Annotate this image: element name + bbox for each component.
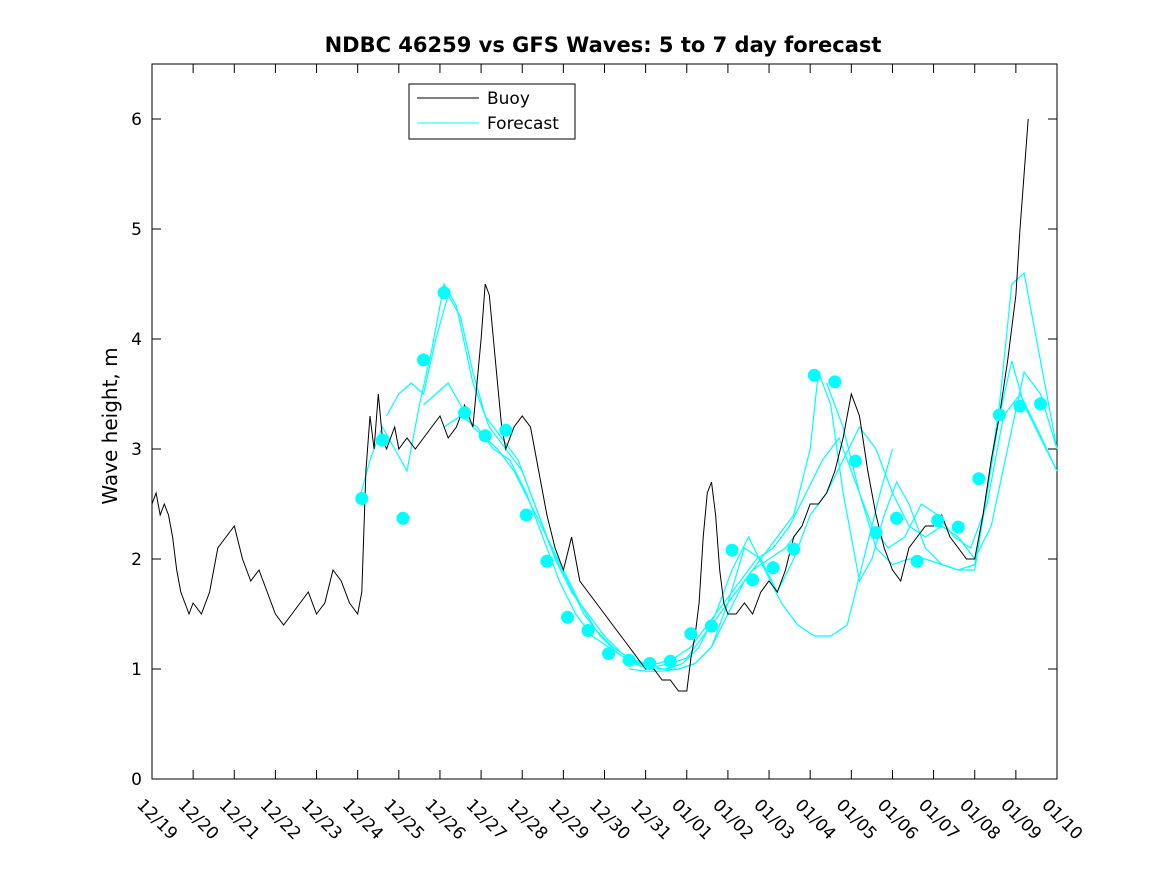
forecast-marker (417, 353, 430, 367)
forecast-marker (787, 542, 801, 556)
y-tick-label: 3 (131, 440, 142, 460)
forecast-marker (931, 514, 945, 527)
buoy-line (151, 118, 1029, 692)
forecast-marker (910, 554, 924, 568)
x-tick-label: 01/03 (750, 795, 799, 844)
x-tick-label: 12/27 (462, 795, 511, 844)
forecast-marker (396, 511, 410, 525)
legend-buoy-label: Buoy (487, 89, 530, 109)
y-tick-label: 0 (131, 770, 142, 790)
x-tick-label: 01/09 (996, 795, 1045, 844)
x-tick-label: 01/10 (1037, 795, 1086, 844)
x-tick-label: 12/24 (338, 795, 387, 844)
forecast-marker (725, 543, 739, 557)
y-tick-label: 6 (131, 110, 142, 130)
forecast-marker (602, 647, 616, 661)
x-tick-label: 12/25 (379, 795, 428, 844)
x-tick-label: 12/31 (626, 795, 675, 844)
forecast-marker (375, 433, 389, 447)
x-tick-label: 01/06 (873, 795, 922, 844)
x-tick-label: 01/01 (667, 795, 716, 844)
forecast-marker (704, 619, 718, 633)
forecast-marker (766, 561, 780, 575)
forecast-marker (499, 423, 513, 437)
forecast-marker (437, 286, 451, 300)
forecast-line (385, 293, 894, 670)
forecast-marker (355, 492, 369, 505)
forecast-marker (458, 406, 472, 420)
forecast-marker (622, 653, 636, 667)
axes-box (151, 63, 1058, 780)
forecast-marker (684, 627, 698, 641)
forecast-marker (643, 657, 657, 670)
forecast-marker (848, 454, 862, 468)
forecast-line (359, 282, 803, 668)
forecast-marker (890, 511, 904, 525)
legend-forecast-label: Forecast (487, 114, 559, 134)
forecast-marker (746, 573, 760, 587)
forecast-marker (828, 375, 842, 389)
forecast-marker (519, 508, 533, 522)
x-tick-label: 12/29 (544, 795, 593, 844)
x-tick-label: 12/22 (256, 795, 305, 844)
forecast-marker (1034, 397, 1048, 411)
x-tick-label: 01/05 (832, 795, 881, 844)
plot-area: 012345612/1912/2012/2112/2212/2312/2412/… (131, 63, 1086, 844)
forecast-marker (1013, 399, 1027, 413)
forecast-marker (560, 610, 574, 624)
x-tick-label: 12/28 (503, 795, 552, 844)
legend-box (408, 83, 576, 140)
forecast-line (826, 360, 1058, 571)
x-tick-label: 12/23 (297, 795, 346, 844)
forecast-marker (540, 554, 554, 568)
y-tick-label: 1 (131, 660, 142, 680)
chart-title: NDBC 46259 vs GFS Waves: 5 to 7 day fore… (325, 33, 882, 57)
x-tick-label: 12/20 (174, 795, 223, 844)
x-tick-label: 01/07 (914, 795, 963, 844)
forecast-marker (951, 520, 965, 534)
y-axis-label: Wave height, m (98, 347, 122, 504)
forecast-marker (869, 526, 883, 540)
forecast-line (423, 370, 1058, 670)
y-tick-label: 4 (131, 330, 142, 350)
forecast-marker (992, 408, 1006, 422)
x-tick-label: 01/04 (791, 795, 840, 844)
x-tick-label: 01/08 (955, 795, 1004, 844)
x-tick-label: 12/30 (585, 795, 634, 844)
forecast-marker (807, 368, 821, 382)
forecast-line (443, 392, 1058, 665)
y-tick-label: 2 (131, 550, 142, 570)
x-tick-label: 12/21 (215, 795, 264, 844)
forecast-marker (972, 472, 986, 486)
x-tick-label: 12/26 (420, 795, 469, 844)
forecast-marker (478, 429, 492, 443)
x-tick-label: 01/02 (708, 795, 757, 844)
forecast-marker (663, 654, 677, 668)
y-tick-label: 5 (131, 220, 142, 240)
forecast-marker (581, 624, 595, 637)
x-tick-label: 12/19 (132, 795, 181, 844)
legend: Buoy Forecast (408, 83, 576, 140)
